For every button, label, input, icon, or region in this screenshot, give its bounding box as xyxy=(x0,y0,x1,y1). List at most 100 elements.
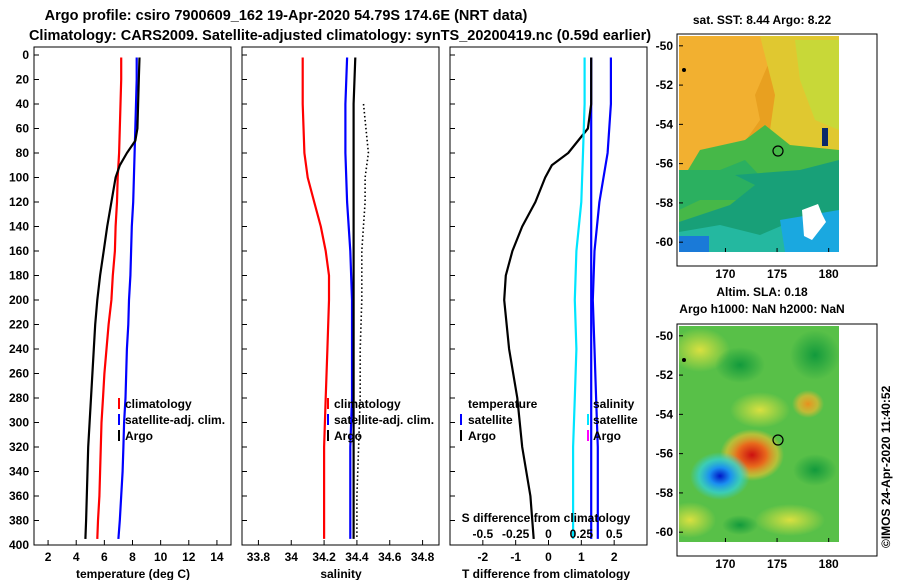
top-tick-label: 0 xyxy=(545,527,552,541)
sla-yellow-patch xyxy=(679,502,716,538)
sst-missing-data xyxy=(802,204,826,240)
temperature-panel-frame xyxy=(33,46,232,546)
map-y-tick-label: -56 xyxy=(656,447,674,461)
map-y-tick-label: -56 xyxy=(656,157,674,171)
series-temperature-argo xyxy=(503,57,593,539)
x-tick-label: 1 xyxy=(578,550,585,564)
sst-map-outer-frame xyxy=(676,33,878,267)
map-x-tick-label: 180 xyxy=(819,267,839,281)
credit-stamp: ©IMOS 24-Apr-2020 11:40:52 xyxy=(879,385,893,548)
series-satellite-adj-clim- xyxy=(344,57,354,539)
salinity-legend: climatology satellite-adj. clim. Argo xyxy=(327,397,434,443)
sla-orange-patch xyxy=(792,390,824,418)
x-tick-label: 2 xyxy=(45,550,52,564)
sst-map-ticks: 170 175 180 -50 -52 -54 -56 -58 -60 xyxy=(656,39,839,281)
depth-tick-label: 160 xyxy=(9,244,29,258)
sla-dark-patch xyxy=(793,454,837,486)
sst-map-title: sat. SST: 8.44 Argo: 8.22 xyxy=(693,13,832,27)
depth-tick-label: 260 xyxy=(9,367,29,381)
map-y-tick-label: -58 xyxy=(656,486,674,500)
x-tick-label: -2 xyxy=(477,550,488,564)
legend-climatology: climatology xyxy=(334,397,401,411)
legend-argo: Argo xyxy=(334,429,362,443)
depth-tick-label: 40 xyxy=(16,97,30,111)
legend-climatology: climatology xyxy=(125,397,192,411)
map-x-tick-label: 175 xyxy=(767,267,787,281)
depth-tick-label: 300 xyxy=(9,416,29,430)
temperature-legend: climatology satellite-adj. clim. Argo xyxy=(118,397,225,443)
depth-tick-label: 180 xyxy=(9,269,29,283)
legend-s-satellite: satellite xyxy=(593,413,638,427)
legend-satellite: satellite-adj. clim. xyxy=(125,413,225,427)
x-tick-label: 12 xyxy=(182,550,196,564)
x-tick-labels: 2 4 6 8 10 12 14 33.8 34 34.2 34.4 34.6 34.8 -2 -1 0 1 2-… xyxy=(45,527,623,564)
map-x-tick-label: 180 xyxy=(819,557,839,571)
x-tick-label: 34.4 xyxy=(345,550,369,564)
depth-tick-label: 0 xyxy=(22,48,29,62)
difference-panel-frame xyxy=(449,46,648,546)
title-line-1: Argo profile: csiro 7900609_162 19-Apr-2… xyxy=(45,8,528,24)
legend-t-satellite: satellite xyxy=(468,413,513,427)
series-satellite-dotted xyxy=(356,103,370,539)
s-difference-axis-label: S difference from climatology xyxy=(462,511,631,525)
x-tick-label: 10 xyxy=(154,550,168,564)
x-tick-label: 4 xyxy=(73,550,80,564)
sla-map-title-2: Argo h1000: NaN h2000: NaN xyxy=(679,302,844,316)
top-tick-label: -0.25 xyxy=(502,527,530,541)
depth-tick-labels: 0 20 40 60 80 100 120 140 160 180 200 220 240 260 280 3… xyxy=(9,48,455,552)
island-marker xyxy=(682,68,686,72)
depth-tick-label: 240 xyxy=(9,342,29,356)
temperature-axis-label: temperature (deg C) xyxy=(76,567,190,580)
x-tick-label: 34.8 xyxy=(411,550,435,564)
depth-tick-label: 280 xyxy=(9,391,29,405)
sla-dark-patch xyxy=(715,347,765,383)
depth-tick-label: 360 xyxy=(9,489,29,503)
sla-map-ticks: 170 175 180 -50 -52 -54 -56 -58 -60 xyxy=(656,329,839,571)
map-y-tick-label: -60 xyxy=(656,525,674,539)
depth-tick-label: 400 xyxy=(9,538,29,552)
sla-dark-patch xyxy=(790,330,839,380)
title-line-2: Climatology: CARS2009. Satellite-adjuste… xyxy=(29,28,651,44)
map-y-tick-label: -52 xyxy=(656,368,674,382)
map-y-tick-label: -52 xyxy=(656,78,674,92)
plot-layer xyxy=(84,57,613,539)
depth-tick-label: 340 xyxy=(9,465,29,479)
series-climatology xyxy=(301,57,331,539)
legend-salinity-heading: salinity xyxy=(593,397,635,411)
salinity-axis-label: salinity xyxy=(320,567,362,580)
legend-t-argo: Argo xyxy=(468,429,496,443)
legend-argo: Argo xyxy=(125,429,153,443)
legend-s-argo: Argo xyxy=(593,429,621,443)
depth-tick-label: 20 xyxy=(16,73,30,87)
sla-blue-eddy xyxy=(690,452,750,500)
x-tick-label: -1 xyxy=(510,550,521,564)
series-argo xyxy=(352,57,357,539)
sla-yellow-patch xyxy=(730,392,790,428)
depth-tick-label: 380 xyxy=(9,514,29,528)
map-y-tick-label: -54 xyxy=(656,117,674,131)
difference-legend: temperature satellite Argo salinity sate… xyxy=(460,397,638,443)
series-argo xyxy=(84,57,141,539)
x-tick-label: 6 xyxy=(101,550,108,564)
depth-tick-label: 120 xyxy=(9,195,29,209)
sla-map-outer-frame xyxy=(676,323,878,557)
x-tick-label: 34.2 xyxy=(312,550,336,564)
salinity-panel-frame xyxy=(241,46,440,546)
argo-position-marker xyxy=(772,145,784,157)
map-y-tick-label: -54 xyxy=(656,407,674,421)
sst-map-field xyxy=(679,36,839,252)
map-x-tick-label: 170 xyxy=(715,267,735,281)
t-difference-axis-label: T difference from climatology xyxy=(462,567,630,580)
top-tick-label: -0.5 xyxy=(472,527,493,541)
map-x-tick-label: 175 xyxy=(767,557,787,571)
x-tick-label: 34.6 xyxy=(378,550,402,564)
sst-cold-pixel xyxy=(822,128,828,146)
series-climatology xyxy=(96,57,123,539)
series-satellite-adj-clim- xyxy=(117,57,138,539)
map-y-tick-label: -50 xyxy=(656,329,674,343)
sla-map-field xyxy=(679,326,839,542)
map-y-tick-label: -50 xyxy=(656,39,674,53)
series-salinity-argo xyxy=(591,57,613,539)
legend-temperature-heading: temperature xyxy=(468,397,538,411)
depth-tick-label: 80 xyxy=(16,146,30,160)
